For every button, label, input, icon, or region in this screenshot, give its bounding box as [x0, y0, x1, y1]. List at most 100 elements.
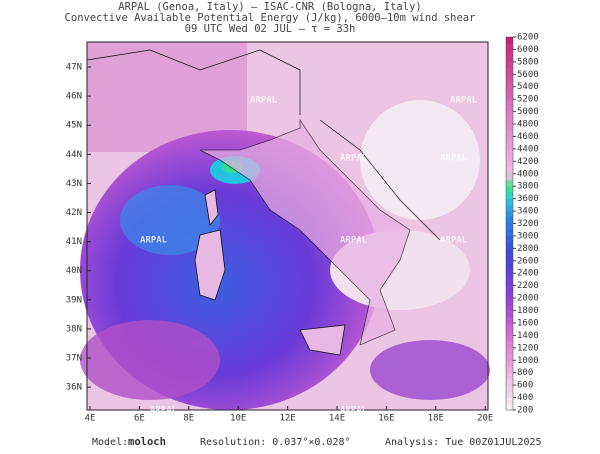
colorbar-label: 2600 — [517, 256, 539, 266]
colorbar-segment — [506, 242, 513, 249]
lon-label: 18E — [428, 414, 444, 424]
lon-label: 4E — [85, 414, 96, 424]
colorbar-segment — [506, 49, 513, 56]
colorbar-label: 1600 — [517, 318, 539, 328]
footer-label: Model: — [92, 437, 128, 448]
colorbar-label: 5800 — [517, 57, 539, 67]
colorbar-segment — [506, 204, 513, 212]
colorbar-segment — [506, 310, 513, 318]
colorbar-label: 5200 — [517, 95, 539, 105]
colorbar-segment — [506, 105, 513, 112]
colorbar-label: 5600 — [517, 70, 539, 80]
field-patch — [120, 185, 220, 255]
colorbar-label: 200 — [517, 406, 533, 416]
watermark: ARPAL — [150, 406, 178, 416]
footer-analysis: Analysis: Tue 00Z01JUL2025 — [385, 437, 542, 448]
colorbar-segment — [506, 211, 513, 218]
lon-label: 12E — [279, 414, 295, 424]
colorbar-segment — [506, 55, 513, 63]
colorbar-segment — [506, 341, 513, 349]
colorbar-segment — [506, 354, 513, 361]
colorbar-segment — [506, 124, 513, 131]
colorbar-segment — [506, 273, 513, 280]
colorbar-segment — [506, 86, 513, 94]
lat-label: 40N — [66, 266, 82, 276]
colorbar-label: 4400 — [517, 144, 539, 154]
colorbar-label: 1200 — [517, 343, 539, 353]
colorbar-segment — [506, 285, 513, 293]
colorbar-segment — [506, 74, 513, 81]
lat-label: 46N — [66, 92, 82, 102]
colorbar-label: 800 — [517, 368, 533, 378]
watermark: ARPAL — [140, 236, 168, 246]
colorbar-label: 4600 — [517, 132, 539, 142]
map-field — [80, 41, 490, 411]
colorbar-segment — [506, 192, 513, 199]
field-patch — [360, 100, 480, 220]
colorbar-segment — [506, 335, 513, 342]
lat-label: 45N — [66, 121, 82, 131]
lon-label: 6E — [134, 414, 145, 424]
lat-label: 47N — [66, 63, 82, 73]
colorbar-label: 3800 — [517, 182, 539, 192]
colorbar-label: 3400 — [517, 207, 539, 217]
colorbar-label: 600 — [517, 381, 533, 391]
lat-label: 43N — [66, 179, 82, 189]
header-line: 09 UTC Wed 02 JUL – τ = 33h — [185, 23, 356, 35]
colorbar-segment — [506, 316, 513, 324]
footer-resolution: Resolution: 0.037°×0.028° — [200, 437, 351, 448]
colorbar-segment — [506, 142, 513, 150]
watermark: ARPAL — [340, 236, 368, 246]
colorbar-segment — [506, 385, 513, 392]
lon-label: 20E — [477, 414, 493, 424]
field-patch — [370, 340, 490, 400]
watermark: ARPAL — [250, 96, 278, 106]
coastline — [199, 118, 411, 346]
colorbar-segment — [506, 186, 513, 193]
colorbar-label: 6000 — [517, 45, 539, 55]
watermark: ARPAL — [440, 236, 468, 246]
lon-label: 10E — [230, 414, 246, 424]
colorbar-label: 1800 — [517, 306, 539, 316]
colorbar-label: 2800 — [517, 244, 539, 254]
border — [86, 49, 441, 241]
colorbar-segment — [506, 37, 513, 44]
colorbar-segment — [506, 223, 513, 231]
colorbar-segment — [506, 378, 513, 386]
colorbar-segment — [506, 291, 513, 299]
colorbar-segment — [506, 43, 513, 50]
colorbar-segment — [506, 235, 513, 243]
colorbar-label: 1000 — [517, 356, 539, 366]
header-line: Convective Available Potential Energy (J… — [65, 12, 476, 24]
field-patch — [80, 320, 220, 400]
colorbar-segment — [506, 136, 513, 143]
colorbar-segment — [506, 403, 513, 411]
lon-label: 14E — [329, 414, 345, 424]
colorbar-label: 3200 — [517, 219, 539, 229]
lat-label: 41N — [66, 237, 82, 247]
lat-label: 44N — [66, 150, 82, 160]
lat-label: 37N — [66, 354, 82, 364]
colorbar-segment — [506, 155, 513, 162]
colorbar-segment — [506, 99, 513, 106]
coastline — [194, 189, 346, 356]
colorbar-label: 1400 — [517, 331, 539, 341]
colorbar-segment — [506, 279, 513, 286]
colorbar-label: 2400 — [517, 269, 539, 279]
colorbar-segment — [506, 198, 513, 206]
colorbar-segment — [506, 260, 513, 268]
lon-label: 16E — [378, 414, 394, 424]
colorbar-label: 6200 — [517, 33, 539, 43]
colorbar-segment — [506, 322, 513, 330]
colorbar-segment — [506, 391, 513, 398]
colorbar-label: 2200 — [517, 281, 539, 291]
colorbar-label: 3600 — [517, 194, 539, 204]
colorbar-label: 4800 — [517, 120, 539, 130]
footer-model: moloch — [128, 436, 166, 448]
colorbar-label: 5400 — [517, 82, 539, 92]
colorbar-segment — [506, 217, 513, 224]
watermark: ARPAL — [440, 154, 468, 164]
colorbar-segment — [506, 267, 513, 274]
colorbar-segment — [506, 130, 513, 137]
colorbar-segment — [506, 148, 513, 156]
